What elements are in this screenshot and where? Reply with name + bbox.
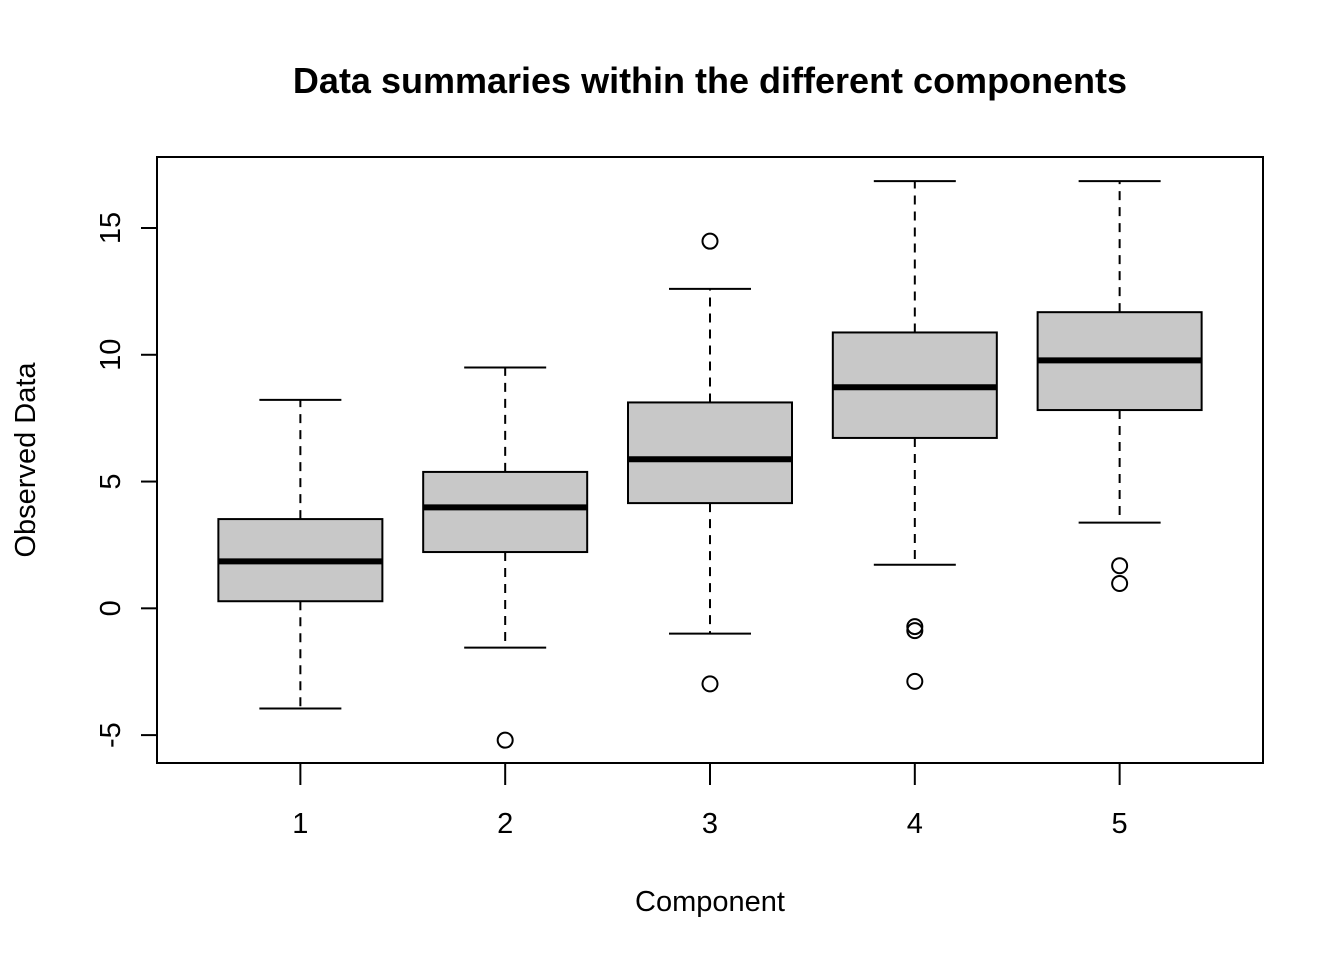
y-axis: -5 0 5 10 15 <box>95 212 158 748</box>
y-axis-label: Observed Data <box>10 362 42 558</box>
box-group-5 <box>1036 180 1203 592</box>
outlier-point <box>906 672 924 690</box>
x-axis-label: Component <box>635 886 785 918</box>
x-tick-label: 1 <box>292 808 308 840</box>
x-tick-label: 4 <box>907 808 923 840</box>
y-tick-label: 0 <box>95 600 127 616</box>
x-tick-label: 5 <box>1112 808 1128 840</box>
y-tick-label: 10 <box>95 339 127 371</box>
outlier-point <box>906 622 924 640</box>
iqr-box <box>627 401 793 505</box>
outlier-point <box>1111 557 1129 575</box>
outlier-point <box>906 618 924 636</box>
y-tick-label: -5 <box>95 722 127 748</box>
box-group-2 <box>422 366 589 749</box>
outlier-point <box>1111 574 1129 592</box>
y-tick-label: 5 <box>95 473 127 489</box>
outlier-point <box>496 731 514 749</box>
x-axis: 1 2 3 4 5 <box>292 762 1128 840</box>
x-tick-label: 3 <box>702 808 718 840</box>
iqr-box <box>422 470 589 554</box>
x-tick-label: 2 <box>497 808 513 840</box>
outlier-point <box>701 675 719 693</box>
box-group-3 <box>627 232 793 693</box>
box-group-1 <box>217 398 384 710</box>
outlier-point <box>701 232 719 250</box>
y-tick-label: 15 <box>95 212 127 244</box>
chart-title: Data summaries within the different comp… <box>293 60 1127 101</box>
box-series <box>217 180 1203 749</box>
box-group-4 <box>831 180 998 690</box>
